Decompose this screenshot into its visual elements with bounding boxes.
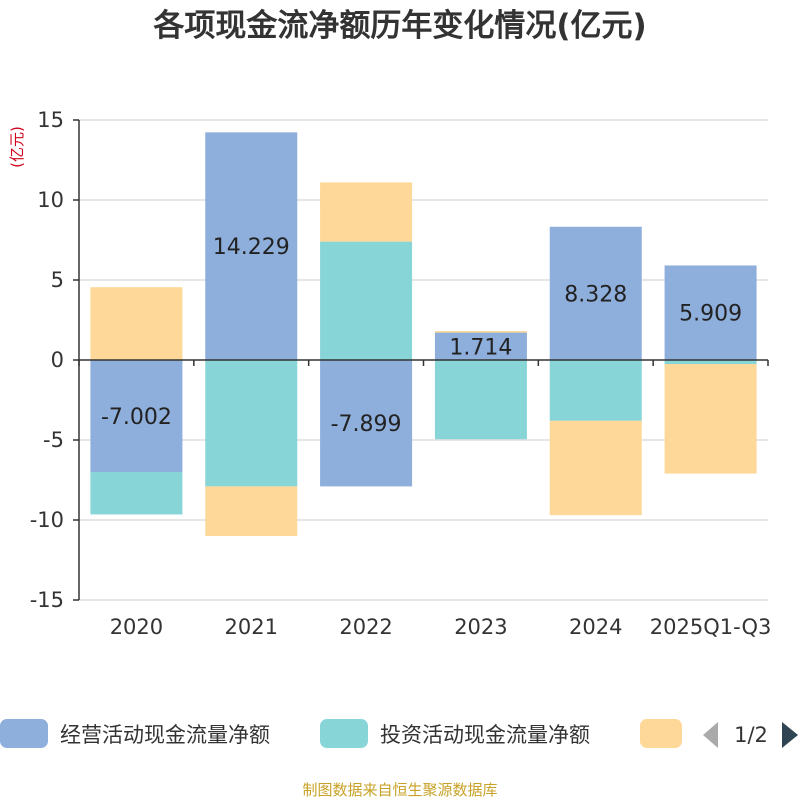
data-label-2020: -7.002 bbox=[101, 405, 172, 430]
axes bbox=[73, 119, 769, 601]
legend-prev-page-icon[interactable] bbox=[703, 722, 718, 748]
data-labels: -7.002 14.229 -7.899 1.714 8.328 5.909 bbox=[101, 235, 742, 437]
legend-swatch-investing[interactable] bbox=[320, 719, 368, 748]
bar-2020-series-2 bbox=[90, 287, 183, 360]
legend-label-operating[interactable]: 经营活动现金流量净额 bbox=[60, 723, 270, 747]
bar-2021-series-2 bbox=[205, 486, 298, 536]
data-label-2022: -7.899 bbox=[331, 412, 402, 437]
x-tick-label-1: 2021 bbox=[225, 615, 278, 639]
x-tick-label-2: 2022 bbox=[339, 615, 392, 639]
y-tick-label-0: 15 bbox=[37, 108, 64, 132]
y-tick-label-2: 5 bbox=[51, 268, 64, 292]
bar-2025Q1-Q3-series-1 bbox=[664, 360, 757, 364]
bars bbox=[90, 132, 757, 536]
bar-2025Q1-Q3-series-2 bbox=[664, 364, 757, 474]
legend-label-investing[interactable]: 投资活动现金流量净额 bbox=[380, 723, 590, 747]
y-tick-label-3: 0 bbox=[51, 348, 64, 372]
y-axis-unit-label: (亿元) bbox=[8, 126, 26, 168]
bar-2022-series-2 bbox=[320, 182, 413, 242]
data-label-2024: 8.328 bbox=[564, 282, 627, 307]
bar-2022-series-0 bbox=[320, 360, 413, 487]
legend-swatch-operating[interactable] bbox=[0, 719, 48, 748]
bar-2022-series-1 bbox=[320, 241, 413, 360]
y-tick-label-6: -15 bbox=[30, 588, 64, 612]
gridlines bbox=[79, 119, 768, 601]
legend-swatch-financing[interactable] bbox=[640, 719, 682, 748]
bar-2023-series-0 bbox=[434, 332, 527, 360]
data-label-2023: 1.714 bbox=[449, 335, 512, 360]
y-tick-label-4: -5 bbox=[43, 428, 64, 452]
x-tick-labels: 2020 2021 2022 2023 2024 2025Q1-Q3 bbox=[110, 615, 772, 639]
bar-2024-series-2 bbox=[549, 420, 642, 516]
data-label-2021: 14.229 bbox=[213, 235, 290, 260]
y-tick-labels: 15 10 5 0 -5 -10 -15 bbox=[30, 108, 64, 612]
x-tick-label-3: 2023 bbox=[454, 615, 507, 639]
x-tick-label-0: 2020 bbox=[110, 615, 163, 639]
bar-2024-series-1 bbox=[549, 360, 642, 421]
bar-2021-series-0 bbox=[205, 132, 298, 360]
y-tick-label-1: 10 bbox=[37, 188, 64, 212]
bar-2024-series-0 bbox=[549, 226, 642, 360]
bar-2020-series-0 bbox=[90, 360, 183, 473]
data-source-note: 制图数据来自恒生聚源数据库 bbox=[302, 781, 497, 799]
bar-2020-series-1 bbox=[90, 472, 183, 515]
bar-2025Q1-Q3-series-0 bbox=[664, 265, 757, 360]
bar-2023-series-1 bbox=[434, 360, 527, 440]
x-tick-label-5: 2025Q1-Q3 bbox=[650, 615, 772, 639]
x-tick-label-4: 2024 bbox=[569, 615, 622, 639]
y-tick-label-5: -10 bbox=[30, 508, 64, 532]
legend: 经营活动现金流量净额 投资活动现金流量净额 1/2 bbox=[0, 719, 798, 748]
bar-2021-series-1 bbox=[205, 360, 298, 487]
data-label-2025Q1-Q3: 5.909 bbox=[679, 302, 742, 327]
legend-page-indicator: 1/2 bbox=[734, 723, 768, 747]
bar-2023-series-2 bbox=[434, 330, 527, 333]
legend-next-page-icon[interactable] bbox=[782, 722, 798, 748]
chart-title: 各项现金流净额历年变化情况(亿元) bbox=[152, 8, 646, 44]
